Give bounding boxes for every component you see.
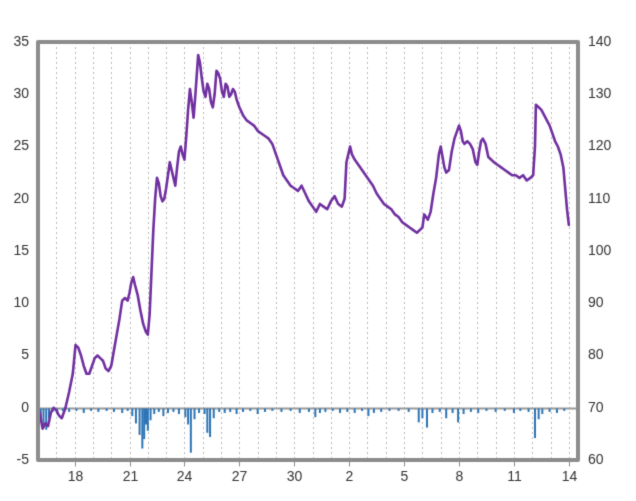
snow-depth-chart-canvas bbox=[0, 0, 636, 501]
snow-chart-panel: 積雪以外 赤井川 積雪 bbox=[0, 0, 636, 501]
